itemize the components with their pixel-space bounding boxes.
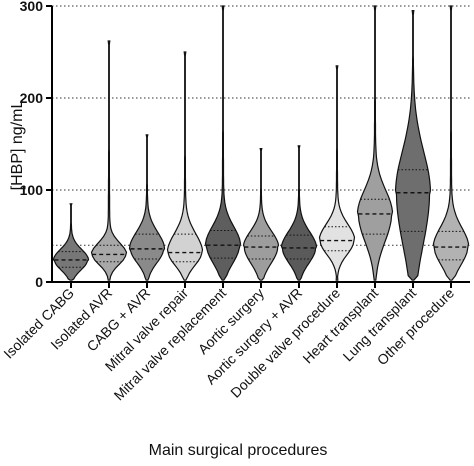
violin-mitral-valve-repair — [166, 51, 204, 281]
y-tick-label: 200 — [20, 90, 44, 106]
y-tick-label: 100 — [20, 182, 44, 198]
violin-isolated-avr — [90, 40, 128, 281]
violin-layer — [52, 5, 470, 281]
violin-isolated-cabg — [52, 203, 90, 281]
violin-mitral-valve-replacement — [204, 5, 242, 281]
violin-other-procedure — [432, 5, 470, 281]
violin-lung-transplant — [394, 10, 432, 281]
y-axis-label: [HBP] ng/mL — [9, 100, 26, 191]
y-tick-label: 300 — [20, 0, 44, 14]
y-tick-label: 0 — [35, 274, 43, 290]
violin-cabg-avr — [128, 134, 166, 281]
x-axis-label: Main surgical procedures — [149, 442, 328, 459]
violin-aortic-surgery — [242, 148, 280, 281]
violin-aortic-surgery-avr — [280, 145, 318, 281]
violin-heart-transplant — [356, 5, 394, 281]
